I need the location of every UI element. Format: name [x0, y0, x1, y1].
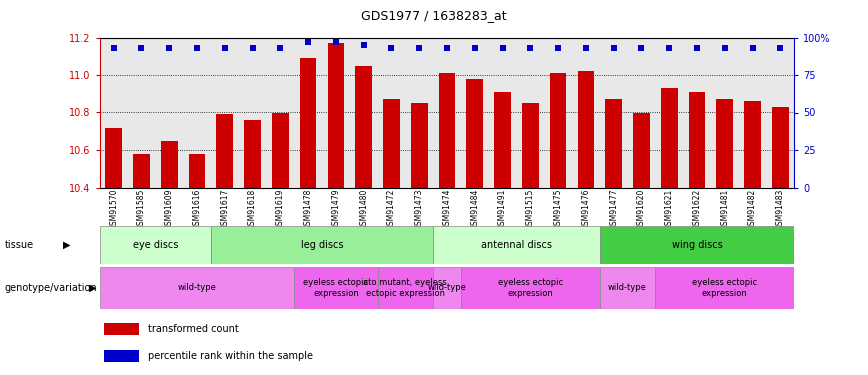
- Point: [301, 39, 315, 45]
- Bar: [104, 323, 139, 336]
- Bar: [716, 99, 733, 188]
- Bar: [100, 267, 294, 309]
- Bar: [433, 226, 600, 264]
- Point: [496, 45, 510, 51]
- Point: [440, 45, 454, 51]
- Point: [746, 45, 760, 51]
- Point: [468, 45, 482, 51]
- Bar: [688, 92, 706, 188]
- Bar: [549, 73, 567, 188]
- Point: [135, 45, 148, 51]
- Point: [523, 45, 537, 51]
- Bar: [744, 101, 761, 188]
- Bar: [211, 226, 433, 264]
- Point: [162, 45, 176, 51]
- Bar: [105, 128, 122, 188]
- Bar: [633, 112, 650, 188]
- Bar: [461, 267, 600, 309]
- Text: leg discs: leg discs: [301, 240, 343, 250]
- Bar: [327, 43, 345, 188]
- Text: ▶: ▶: [62, 240, 70, 250]
- Bar: [216, 114, 233, 188]
- Bar: [600, 267, 655, 309]
- Text: wild-type: wild-type: [178, 284, 216, 292]
- Bar: [661, 88, 678, 188]
- Text: eyeless ectopic
expression: eyeless ectopic expression: [497, 278, 563, 297]
- Text: eyeless ectopic
expression: eyeless ectopic expression: [303, 278, 369, 297]
- Point: [246, 45, 260, 51]
- Bar: [438, 73, 456, 188]
- Text: GDS1977 / 1638283_at: GDS1977 / 1638283_at: [361, 9, 507, 22]
- Point: [718, 45, 732, 51]
- Bar: [100, 226, 211, 264]
- Point: [579, 45, 593, 51]
- Bar: [655, 267, 794, 309]
- Bar: [411, 103, 428, 188]
- Point: [635, 45, 648, 51]
- Bar: [433, 267, 461, 309]
- Point: [329, 39, 343, 45]
- Bar: [577, 71, 595, 188]
- Text: eyeless ectopic
expression: eyeless ectopic expression: [692, 278, 758, 297]
- Text: wild-type: wild-type: [428, 284, 466, 292]
- Bar: [355, 66, 372, 188]
- Point: [662, 45, 676, 51]
- Text: antennal discs: antennal discs: [481, 240, 552, 250]
- Point: [107, 45, 121, 51]
- Text: percentile rank within the sample: percentile rank within the sample: [148, 351, 312, 361]
- Bar: [294, 267, 378, 309]
- Bar: [104, 350, 139, 362]
- Text: transformed count: transformed count: [148, 324, 239, 334]
- Point: [607, 45, 621, 51]
- Bar: [272, 112, 289, 188]
- Bar: [605, 99, 622, 188]
- Bar: [466, 79, 483, 188]
- Bar: [378, 267, 433, 309]
- Bar: [299, 58, 317, 188]
- Bar: [383, 99, 400, 188]
- Point: [412, 45, 426, 51]
- Text: wild-type: wild-type: [608, 284, 647, 292]
- Bar: [600, 226, 794, 264]
- Point: [773, 45, 787, 51]
- Text: ▶: ▶: [89, 283, 96, 293]
- Bar: [133, 154, 150, 188]
- Bar: [188, 154, 206, 188]
- Text: wing discs: wing discs: [672, 240, 722, 250]
- Text: genotype/variation: genotype/variation: [4, 283, 97, 293]
- Point: [218, 45, 232, 51]
- Bar: [522, 103, 539, 188]
- Point: [690, 45, 704, 51]
- Point: [385, 45, 398, 51]
- Point: [190, 45, 204, 51]
- Point: [273, 45, 287, 51]
- Text: eye discs: eye discs: [133, 240, 178, 250]
- Bar: [772, 107, 789, 188]
- Point: [357, 42, 371, 48]
- Bar: [494, 92, 511, 188]
- Bar: [161, 141, 178, 188]
- Text: tissue: tissue: [4, 240, 34, 250]
- Bar: [244, 120, 261, 188]
- Point: [551, 45, 565, 51]
- Text: ato mutant, eyeless
ectopic expression: ato mutant, eyeless ectopic expression: [364, 278, 447, 297]
